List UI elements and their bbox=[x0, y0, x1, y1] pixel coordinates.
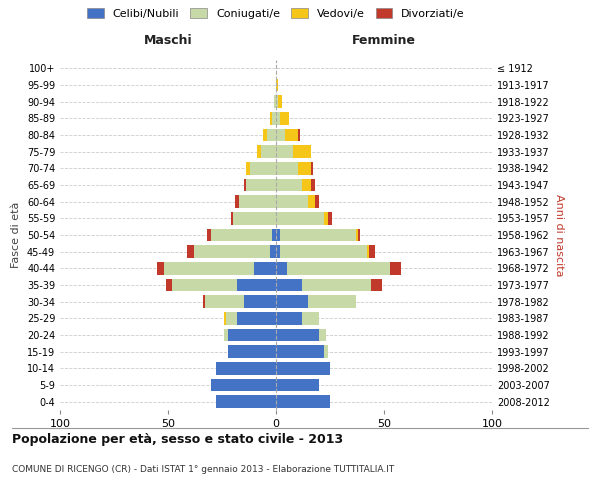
Bar bbox=[276, 162, 298, 174]
Bar bbox=[269, 246, 276, 258]
Bar bbox=[276, 246, 280, 258]
Y-axis label: Anni di nascita: Anni di nascita bbox=[554, 194, 563, 276]
Bar bbox=[205, 296, 244, 308]
Bar bbox=[311, 162, 313, 174]
Text: Femmine: Femmine bbox=[352, 34, 416, 46]
Bar bbox=[229, 329, 276, 341]
Bar bbox=[315, 196, 319, 208]
Bar bbox=[284, 129, 298, 141]
Bar bbox=[229, 346, 276, 358]
Bar bbox=[358, 229, 360, 241]
Bar bbox=[276, 146, 293, 158]
Bar bbox=[276, 396, 330, 408]
Bar bbox=[276, 112, 280, 124]
Bar bbox=[298, 162, 311, 174]
Bar bbox=[211, 379, 276, 391]
Bar bbox=[230, 212, 233, 224]
Bar bbox=[194, 246, 269, 258]
Bar bbox=[274, 96, 276, 108]
Bar bbox=[187, 246, 194, 258]
Bar bbox=[244, 296, 276, 308]
Bar bbox=[268, 129, 276, 141]
Bar bbox=[276, 329, 319, 341]
Bar bbox=[323, 346, 328, 358]
Bar bbox=[280, 246, 367, 258]
Bar bbox=[371, 279, 382, 291]
Bar bbox=[272, 112, 276, 124]
Bar bbox=[233, 212, 276, 224]
Bar bbox=[226, 312, 237, 324]
Bar bbox=[172, 279, 237, 291]
Bar bbox=[308, 196, 315, 208]
Bar bbox=[276, 296, 308, 308]
Bar bbox=[224, 329, 229, 341]
Bar bbox=[224, 312, 226, 324]
Bar bbox=[254, 262, 276, 274]
Bar bbox=[272, 229, 276, 241]
Bar bbox=[276, 362, 330, 374]
Bar bbox=[215, 362, 276, 374]
Bar bbox=[263, 129, 268, 141]
Bar bbox=[276, 79, 278, 92]
Bar bbox=[235, 196, 239, 208]
Bar bbox=[207, 229, 211, 241]
Bar bbox=[308, 296, 356, 308]
Bar bbox=[276, 229, 280, 241]
Bar bbox=[276, 346, 323, 358]
Bar bbox=[391, 262, 401, 274]
Bar bbox=[323, 212, 328, 224]
Bar bbox=[244, 179, 246, 192]
Text: Popolazione per età, sesso e stato civile - 2013: Popolazione per età, sesso e stato civil… bbox=[12, 432, 343, 446]
Bar bbox=[250, 162, 276, 174]
Bar bbox=[319, 329, 326, 341]
Bar bbox=[298, 129, 300, 141]
Bar bbox=[246, 179, 276, 192]
Bar bbox=[269, 112, 272, 124]
Bar bbox=[261, 146, 276, 158]
Bar bbox=[287, 262, 391, 274]
Bar bbox=[356, 229, 358, 241]
Text: Maschi: Maschi bbox=[143, 34, 193, 46]
Bar bbox=[280, 112, 289, 124]
Bar bbox=[237, 312, 276, 324]
Bar bbox=[276, 196, 308, 208]
Bar bbox=[203, 296, 205, 308]
Bar bbox=[164, 262, 254, 274]
Bar bbox=[166, 279, 172, 291]
Text: COMUNE DI RICENGO (CR) - Dati ISTAT 1° gennaio 2013 - Elaborazione TUTTITALIA.IT: COMUNE DI RICENGO (CR) - Dati ISTAT 1° g… bbox=[12, 466, 394, 474]
Bar bbox=[302, 312, 319, 324]
Y-axis label: Fasce di età: Fasce di età bbox=[11, 202, 21, 268]
Bar bbox=[276, 262, 287, 274]
Bar bbox=[257, 146, 261, 158]
Bar bbox=[276, 379, 319, 391]
Bar bbox=[276, 312, 302, 324]
Bar bbox=[280, 229, 356, 241]
Bar bbox=[369, 246, 376, 258]
Bar bbox=[293, 146, 311, 158]
Bar bbox=[211, 229, 272, 241]
Bar bbox=[246, 162, 250, 174]
Bar bbox=[276, 212, 323, 224]
Bar bbox=[276, 129, 284, 141]
Bar bbox=[239, 196, 276, 208]
Legend: Celibi/Nubili, Coniugati/e, Vedovi/e, Divorziati/e: Celibi/Nubili, Coniugati/e, Vedovi/e, Di… bbox=[87, 8, 465, 19]
Bar bbox=[278, 96, 283, 108]
Bar bbox=[311, 179, 315, 192]
Bar bbox=[276, 179, 302, 192]
Bar bbox=[302, 179, 311, 192]
Bar bbox=[276, 96, 278, 108]
Bar bbox=[276, 279, 302, 291]
Bar bbox=[367, 246, 369, 258]
Bar bbox=[328, 212, 332, 224]
Bar bbox=[302, 279, 371, 291]
Bar bbox=[237, 279, 276, 291]
Bar bbox=[157, 262, 164, 274]
Bar bbox=[215, 396, 276, 408]
